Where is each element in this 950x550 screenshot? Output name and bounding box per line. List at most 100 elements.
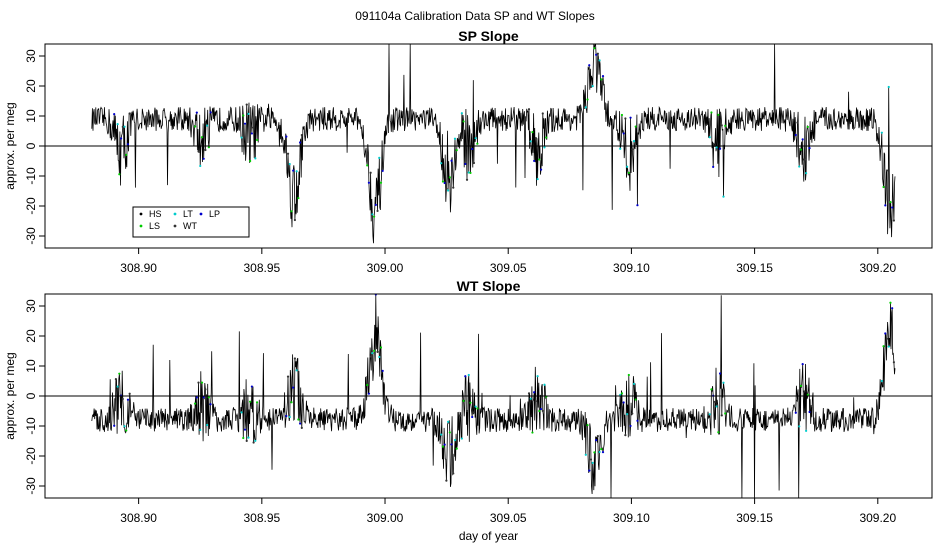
calibration-point <box>626 413 629 416</box>
y-tick-label: 0 <box>24 142 38 149</box>
calibration-point <box>717 431 720 434</box>
calibration-point <box>543 146 546 149</box>
calibration-point <box>601 75 605 78</box>
calibration-point <box>295 369 298 372</box>
calibration-point <box>880 131 883 134</box>
calibration-point <box>885 169 889 172</box>
calibration-point <box>465 409 469 413</box>
calibration-point <box>199 164 202 168</box>
calibration-point <box>249 400 252 403</box>
calibration-point <box>882 345 885 348</box>
calibration-point <box>531 130 534 134</box>
calibration-point <box>300 426 303 429</box>
calibration-point <box>596 52 599 55</box>
calibration-point <box>462 120 465 123</box>
calibration-point <box>543 383 546 386</box>
calibration-point <box>534 400 537 403</box>
calibration-point <box>718 372 722 375</box>
calibration-point <box>460 437 463 440</box>
data-trace <box>91 294 896 498</box>
calibration-point <box>371 352 374 355</box>
calibration-point <box>285 135 288 138</box>
legend-label: LS <box>149 221 160 231</box>
calibration-point <box>381 169 384 172</box>
calibration-point <box>584 106 587 109</box>
calibration-point <box>720 414 723 417</box>
calibration-point <box>539 407 543 411</box>
calibration-point <box>798 165 801 168</box>
calibration-point <box>598 450 601 454</box>
calibration-point <box>474 405 477 408</box>
calibration-point <box>467 373 470 377</box>
calibration-point <box>588 64 591 67</box>
calibration-point <box>374 203 377 206</box>
calibration-point <box>286 375 290 378</box>
calibration-point <box>204 148 207 152</box>
legend-marker <box>173 224 177 228</box>
y-tick-label: 10 <box>24 109 38 123</box>
calibration-point <box>249 159 252 163</box>
calibration-point <box>624 117 627 120</box>
calibration-point <box>634 398 637 401</box>
calibration-point <box>114 137 118 140</box>
calibration-point <box>193 125 197 128</box>
calibration-point <box>447 189 450 192</box>
calibration-point <box>297 196 300 200</box>
calibration-point <box>240 411 243 414</box>
x-tick-label: 308.95 <box>243 511 280 525</box>
y-tick-label: 30 <box>24 49 38 63</box>
calibration-point <box>593 47 596 50</box>
calibration-point <box>531 431 534 434</box>
y-axis-label: approx. per meg <box>3 102 17 189</box>
calibration-point <box>715 146 718 149</box>
calibration-point <box>441 180 445 183</box>
calibration-point <box>243 122 247 125</box>
calibration-point <box>600 448 603 451</box>
calibration-point <box>806 393 809 396</box>
calibration-point <box>369 355 372 358</box>
calibration-point <box>534 136 537 140</box>
y-tick-label: 10 <box>24 359 38 373</box>
calibration-point <box>533 391 536 394</box>
legend-marker <box>139 224 143 228</box>
calibration-point <box>529 397 532 400</box>
calibration-point <box>720 124 723 127</box>
calibration-point <box>467 171 470 174</box>
calibration-point <box>448 431 451 434</box>
calibration-point <box>589 458 593 461</box>
x-tick-label: 309.05 <box>490 511 527 525</box>
calibration-point <box>209 111 212 114</box>
calibration-point <box>708 136 711 139</box>
calibration-point <box>634 125 637 128</box>
calibration-point <box>288 162 291 166</box>
calibration-point <box>372 349 376 352</box>
x-tick-label: 308.95 <box>243 261 280 275</box>
calibration-point <box>586 98 589 101</box>
calibration-point <box>247 436 250 439</box>
calibration-point <box>884 204 887 207</box>
calibration-point <box>455 447 458 450</box>
calibration-point <box>541 112 544 115</box>
calibration-point <box>367 392 371 395</box>
calibration-point <box>245 439 248 442</box>
calibration-point <box>889 301 892 304</box>
calibration-point <box>381 369 384 372</box>
calibration-point <box>252 441 255 444</box>
calibration-point <box>810 405 813 408</box>
calibration-point <box>584 453 587 456</box>
x-tick-label: 309.00 <box>367 261 404 275</box>
calibration-point <box>285 414 288 418</box>
legend-marker <box>139 212 143 216</box>
legend-label: HS <box>149 209 162 219</box>
calibration-point <box>126 143 130 146</box>
x-tick-label: 309.10 <box>613 261 650 275</box>
x-tick-label: 308.90 <box>120 511 157 525</box>
calibration-point <box>619 393 622 396</box>
calibration-point <box>378 355 381 359</box>
calibration-point <box>589 85 593 88</box>
calibration-point <box>369 171 372 174</box>
calibration-point <box>629 116 632 119</box>
y-tick-label: -30 <box>24 227 38 245</box>
data-trace <box>91 44 896 244</box>
calibration-point <box>626 165 629 168</box>
